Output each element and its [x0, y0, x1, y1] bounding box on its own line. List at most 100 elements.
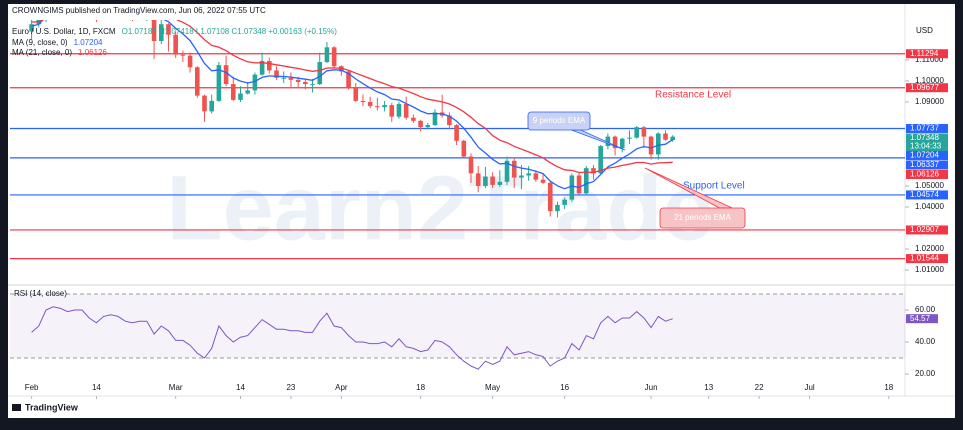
callout-text: 21 periods EMA [674, 213, 732, 222]
candle-body [605, 136, 611, 147]
candle-body [591, 168, 596, 174]
candle-body [598, 146, 603, 174]
candle-body [209, 100, 214, 112]
currency: USD [916, 26, 933, 35]
candle-body [396, 104, 402, 117]
candle-body [216, 65, 222, 101]
price-label-box [906, 254, 948, 264]
y-tick-label: 1.10000 [915, 76, 944, 85]
overlay: Euro / U.S. Dollar, 1D, FXCM O1.07185 H1.… [12, 27, 948, 399]
candle-body [360, 100, 366, 102]
candle-body [475, 173, 481, 186]
candle-body [627, 137, 632, 139]
x-tick-label: 18 [416, 383, 425, 392]
price-label-box [906, 150, 948, 160]
candle-body [425, 125, 431, 128]
x-tick-label: 18 [884, 383, 893, 392]
candle-body [367, 101, 373, 107]
candle-body [252, 74, 258, 91]
candle-body [533, 173, 539, 180]
x-tick-label: May [485, 383, 500, 392]
candle-body [245, 90, 251, 94]
candle-body [483, 176, 488, 186]
x-tick-label: Mar [169, 383, 183, 392]
price-label-box [906, 49, 948, 59]
candle-body [303, 81, 308, 85]
candle-body [670, 136, 676, 141]
candle-body [158, 24, 164, 42]
candle-body [274, 70, 279, 78]
rsi-pane [10, 293, 905, 370]
ma-line [31, 20, 674, 190]
x-tick-label: Feb [25, 383, 39, 392]
symbol-title: Euro / U.S. Dollar, 1D, FXCM [12, 27, 116, 36]
candle-body [187, 55, 193, 68]
y-tick-label: 1.01000 [915, 265, 944, 274]
rsi-band [10, 294, 905, 358]
x-tick-label: 13 [704, 383, 713, 392]
callout-box [659, 207, 746, 229]
rsi-y-tick-label: 40.00 [915, 337, 936, 346]
x-tick-label: Jul [804, 383, 814, 392]
price-label-box [906, 160, 948, 170]
candle-body [259, 60, 265, 75]
candle-body [497, 181, 503, 185]
rsi-y-tick-label: 60.00 [915, 305, 936, 314]
price-label-box [906, 83, 948, 93]
y-tick-label: 1.02000 [915, 244, 944, 253]
candle-body [267, 60, 272, 71]
candle-body [166, 24, 171, 35]
panel [8, 4, 955, 418]
candle-body [468, 156, 474, 174]
candle-body [454, 125, 459, 141]
candle-body [331, 47, 337, 67]
price-label: 1.02907 [910, 225, 939, 234]
price-label-box [906, 225, 948, 235]
candle-body [504, 160, 510, 182]
price-label: 1.04574 [910, 190, 939, 199]
x-tick-label: Jun [645, 383, 658, 392]
candle-body [418, 120, 423, 128]
y-tick-label: 1.04000 [915, 202, 944, 211]
candle-body [194, 67, 200, 96]
published: CROWNGIMS published on TradingView.com, … [12, 6, 266, 15]
callout-text: 9 periods EMA [533, 116, 586, 125]
candle-body [432, 112, 438, 126]
candle-body [562, 199, 567, 205]
price-label: 1.06126 [910, 170, 939, 179]
legend-value: 1.07204 [74, 38, 103, 47]
candle-body [389, 105, 395, 117]
candle-body [288, 77, 294, 80]
rsi-label-box [906, 314, 938, 324]
candle-body [461, 140, 467, 157]
candle-body [346, 71, 351, 88]
watermark: Learn2Trade [166, 157, 713, 259]
candle-body [173, 34, 178, 55]
candle-body [547, 182, 553, 212]
price-label-box [906, 190, 948, 200]
price-label: 1.11294 [910, 49, 939, 58]
price-label: 1.06337 [910, 160, 939, 169]
countdown: 13:04:33 [910, 142, 942, 151]
y-tick-label: 1.05000 [915, 181, 944, 190]
price-label: 1.09677 [910, 83, 939, 92]
candle-body [526, 173, 531, 176]
candle-body [317, 62, 323, 85]
candle-body [310, 84, 315, 86]
candle-body [663, 133, 668, 140]
price-pane [10, 20, 905, 260]
candle-body [634, 127, 639, 138]
x-tick-label: 22 [755, 383, 764, 392]
rsi-name: RSI (14, close) [14, 289, 67, 298]
candle-body [180, 54, 186, 56]
y-tick-label: 1.09000 [915, 97, 944, 106]
callout-box [527, 111, 591, 131]
candle-body [569, 175, 575, 200]
price-label: 1.07204 [910, 151, 939, 160]
candle-body [555, 204, 560, 212]
ma-line [31, 20, 673, 174]
candle-body [641, 127, 647, 137]
candle-body [353, 87, 359, 101]
candle-body [519, 175, 524, 178]
